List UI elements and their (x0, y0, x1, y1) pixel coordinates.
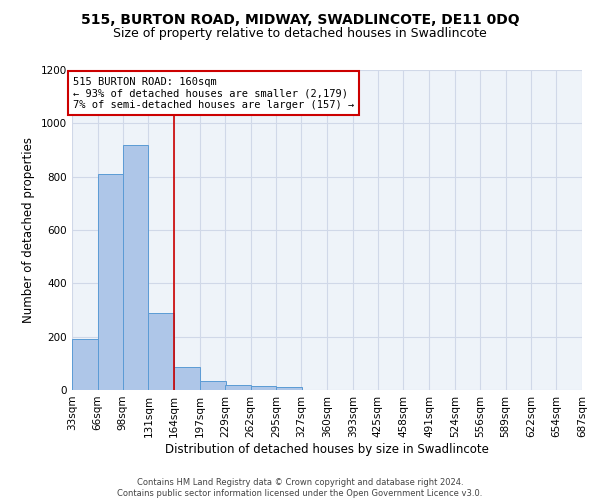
Text: Size of property relative to detached houses in Swadlincote: Size of property relative to detached ho… (113, 28, 487, 40)
Text: 515, BURTON ROAD, MIDWAY, SWADLINCOTE, DE11 0DQ: 515, BURTON ROAD, MIDWAY, SWADLINCOTE, D… (80, 12, 520, 26)
Bar (98, 174, 124, 390)
Bar (122, 144, 148, 390)
Bar (225, 384, 251, 390)
Bar (251, 386, 277, 390)
Y-axis label: Number of detached properties: Number of detached properties (22, 137, 35, 323)
Bar (277, 388, 302, 390)
Bar (148, 312, 174, 390)
Bar (72, 340, 98, 390)
Text: Contains HM Land Registry data © Crown copyright and database right 2024.
Contai: Contains HM Land Registry data © Crown c… (118, 478, 482, 498)
Text: 515 BURTON ROAD: 160sqm
← 93% of detached houses are smaller (2,179)
7% of semi-: 515 BURTON ROAD: 160sqm ← 93% of detache… (73, 76, 354, 110)
X-axis label: Distribution of detached houses by size in Swadlincote: Distribution of detached houses by size … (165, 442, 489, 456)
Bar (200, 380, 226, 390)
Bar (174, 368, 200, 390)
